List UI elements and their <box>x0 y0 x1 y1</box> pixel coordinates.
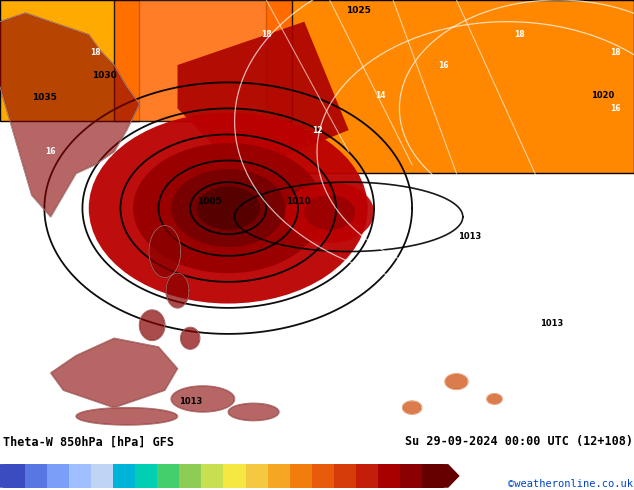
Circle shape <box>285 182 374 243</box>
Text: ©weatheronline.co.uk: ©weatheronline.co.uk <box>508 479 633 490</box>
Circle shape <box>89 113 368 304</box>
Circle shape <box>171 169 285 247</box>
Text: 1005: 1005 <box>197 197 222 206</box>
Bar <box>69 464 91 488</box>
Bar <box>157 464 179 488</box>
Polygon shape <box>166 273 189 308</box>
Bar <box>333 464 356 488</box>
Polygon shape <box>0 13 139 217</box>
Polygon shape <box>76 408 178 425</box>
Text: 18: 18 <box>90 48 100 56</box>
Bar <box>25 464 47 488</box>
Polygon shape <box>403 401 422 414</box>
Text: Theta-W 850hPa [hPa] GFS: Theta-W 850hPa [hPa] GFS <box>3 435 174 448</box>
Text: 1013: 1013 <box>540 318 563 328</box>
Bar <box>378 464 399 488</box>
Text: 1010: 1010 <box>285 197 311 206</box>
Polygon shape <box>178 22 349 173</box>
Text: 12: 12 <box>312 125 322 135</box>
Text: 18: 18 <box>261 30 271 39</box>
Bar <box>202 464 223 488</box>
Bar <box>179 464 202 488</box>
Text: 18: 18 <box>610 48 620 56</box>
Bar <box>245 464 268 488</box>
Polygon shape <box>181 327 200 349</box>
Text: 1013: 1013 <box>179 396 202 406</box>
Bar <box>290 464 311 488</box>
Text: 16: 16 <box>610 104 620 113</box>
Text: 18: 18 <box>515 30 525 39</box>
Text: 1025: 1025 <box>346 6 371 15</box>
Text: 14: 14 <box>375 91 385 100</box>
Text: 1020: 1020 <box>591 91 614 100</box>
Bar <box>135 464 157 488</box>
Bar <box>113 464 136 488</box>
Polygon shape <box>51 338 178 408</box>
FancyBboxPatch shape <box>266 0 634 173</box>
Text: 16: 16 <box>46 147 56 156</box>
Polygon shape <box>228 403 279 420</box>
Text: 18: 18 <box>610 343 620 351</box>
FancyArrow shape <box>0 464 3 488</box>
Polygon shape <box>487 394 502 404</box>
FancyArrow shape <box>444 464 460 488</box>
Polygon shape <box>445 374 468 390</box>
Bar <box>268 464 290 488</box>
Bar <box>356 464 378 488</box>
Bar <box>223 464 245 488</box>
Polygon shape <box>171 386 235 412</box>
Bar <box>399 464 422 488</box>
Bar <box>91 464 113 488</box>
Text: 16: 16 <box>439 61 449 70</box>
Polygon shape <box>139 310 165 341</box>
Text: 16: 16 <box>578 377 588 386</box>
Text: 1013: 1013 <box>458 232 481 241</box>
Circle shape <box>304 195 355 230</box>
Bar <box>47 464 69 488</box>
Circle shape <box>133 143 323 273</box>
Circle shape <box>197 187 260 230</box>
Bar <box>311 464 333 488</box>
Text: 1030: 1030 <box>92 72 117 80</box>
Bar <box>422 464 444 488</box>
Text: Su 29-09-2024 00:00 UTC (12+108): Su 29-09-2024 00:00 UTC (12+108) <box>404 435 633 448</box>
FancyBboxPatch shape <box>114 0 292 122</box>
Text: 1035: 1035 <box>32 93 57 102</box>
Bar <box>3 464 25 488</box>
Polygon shape <box>149 225 181 277</box>
FancyBboxPatch shape <box>0 0 139 122</box>
